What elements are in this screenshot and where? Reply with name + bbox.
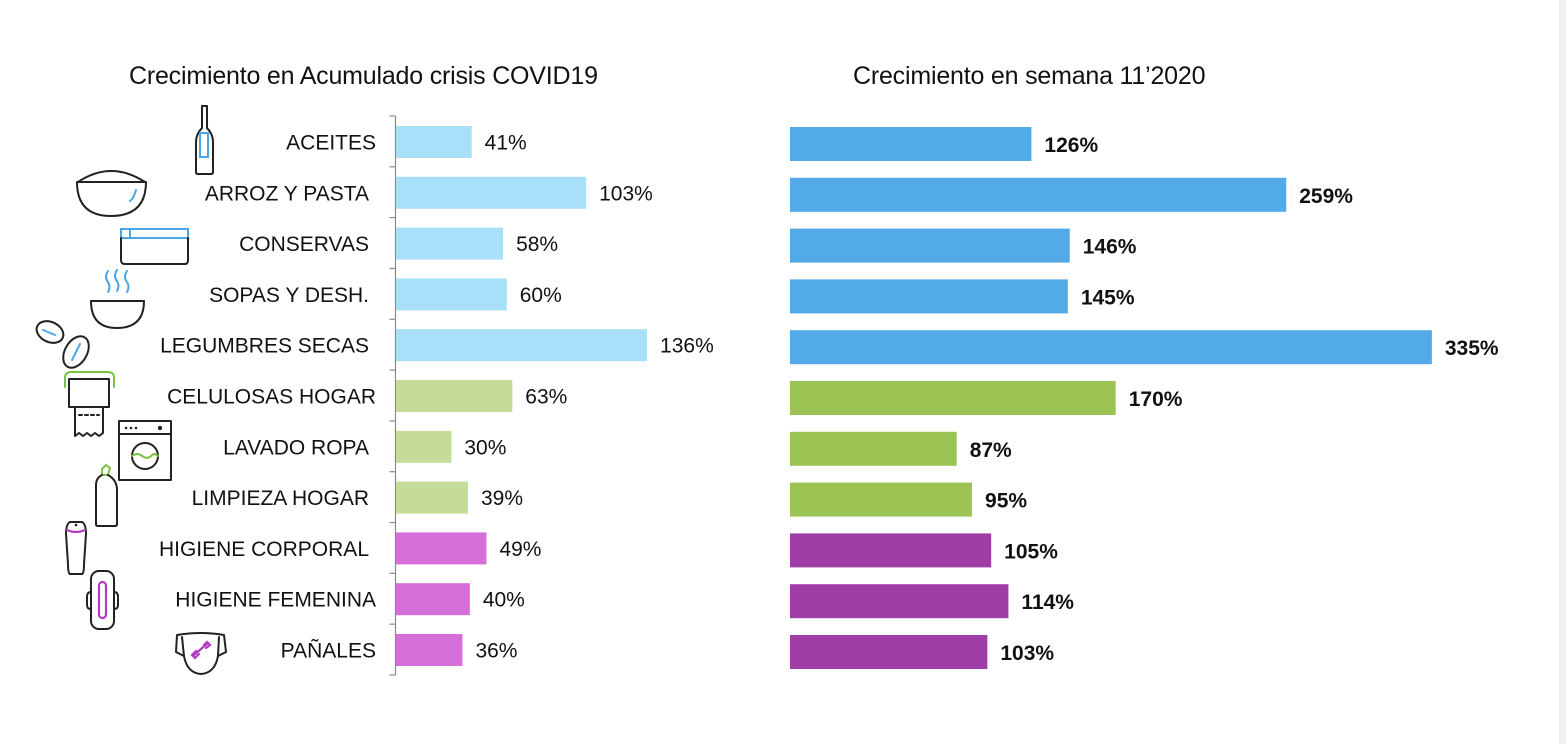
left-chart-bars: ACEITES 41% ARROZ Y PASTA 103% CONSERVAS 58% S… [159,126,714,666]
data-label-week: 145% [1081,286,1135,309]
washing-machine-icon [118,420,172,481]
data-label-week: 126% [1044,134,1098,157]
category-icons [35,105,227,675]
data-label-cumulative: 136% [660,335,714,358]
category-label: SOPAS Y DESH. [209,284,369,307]
data-label-week: 105% [1004,540,1058,563]
data-label-cumulative: 63% [525,386,567,409]
data-label-cumulative: 103% [599,182,653,205]
category-label: ARROZ Y PASTA [205,182,369,205]
category-label: HIGIENE CORPORAL [159,538,369,561]
data-label-cumulative: 60% [520,284,562,307]
chart-title-cumulative: Crecimiento en Acumulado crisis COVID19 [129,62,598,90]
data-label-week: 146% [1083,236,1137,259]
data-label-cumulative: 41% [485,132,527,155]
tin-can-icon [120,228,189,265]
cleaning-bottle-icon [95,463,118,527]
bar-cumulative [396,634,463,666]
data-label-cumulative: 39% [481,487,523,510]
category-label: LAVADO ROPA [223,436,369,459]
paper-towel-icon [64,371,115,437]
category-label: CELULOSAS HOGAR [167,386,376,409]
bar-cumulative [396,126,472,158]
bar-week [790,431,957,466]
scrollbar-track[interactable] [1559,0,1566,744]
bottle-icon [195,105,214,175]
data-label-week: 103% [1000,642,1054,665]
bar-cumulative [396,329,648,362]
bar-week [790,381,1116,415]
data-label-cumulative: 30% [464,436,506,459]
bar-week [790,127,1032,161]
bar-cumulative [396,176,587,209]
bar-cumulative [396,227,504,260]
category-label: HIGIENE FEMENINA [175,589,376,612]
category-label: LIMPIEZA HOGAR [192,487,369,510]
data-label-week: 87% [970,439,1012,462]
data-label-cumulative: 40% [483,589,525,612]
data-label-week: 259% [1299,185,1353,208]
data-label-week: 95% [985,490,1027,513]
diaper-icon [175,632,227,675]
bar-week [790,228,1070,263]
bar-cumulative [396,430,452,463]
shampoo-bottle-icon [65,521,87,575]
bar-cumulative [396,532,487,565]
bar-week [790,635,988,669]
data-label-cumulative: 58% [516,233,558,256]
soup-bowl-icon [90,269,145,329]
bar-week [790,584,1009,619]
bar-week [790,177,1287,212]
category-label: LEGUMBRES SECAS [160,335,369,358]
left-chart-axis [389,115,397,676]
bar-cumulative [396,380,513,412]
bar-week [790,279,1068,314]
chart-title-week: Crecimiento en semana 11’2020 [853,62,1206,90]
rice-bowl-icon [76,170,147,217]
category-label: PAÑALES [281,639,376,663]
bar-cumulative [396,278,507,311]
data-label-week: 114% [1021,591,1074,614]
data-label-cumulative: 36% [475,640,517,663]
right-chart-bars: 126% 259% 146% 145% 335% 170% 87% 95% 105% 114% 10… [790,127,1499,669]
category-label: CONSERVAS [239,233,369,256]
data-label-week: 335% [1445,337,1499,360]
data-label-cumulative: 49% [499,538,541,561]
bar-week [790,482,973,517]
bar-week [790,533,992,568]
bar-week [790,330,1432,365]
bar-cumulative [396,583,470,616]
sanitary-pad-icon [86,570,119,630]
bar-cumulative [396,481,468,514]
category-label: ACEITES [286,132,376,155]
beans-icon [35,320,90,369]
data-label-week: 170% [1129,388,1183,411]
